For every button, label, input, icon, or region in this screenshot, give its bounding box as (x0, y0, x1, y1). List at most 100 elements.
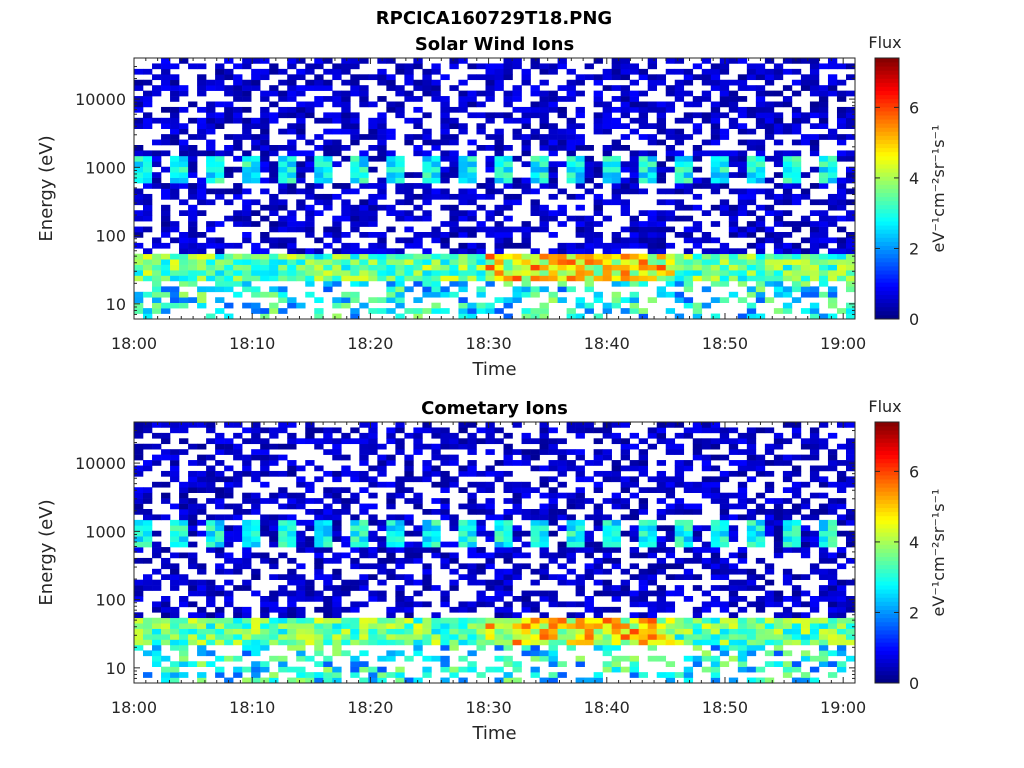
flux-cell (620, 438, 630, 445)
flux-cell (395, 639, 405, 646)
flux-cell (503, 574, 513, 580)
flux-cell (602, 177, 612, 184)
flux-cell (746, 449, 757, 455)
flux-cell (206, 438, 216, 445)
flux-cell (764, 427, 775, 434)
flux-cell (827, 623, 838, 629)
flux-cell (170, 677, 180, 684)
flux-cell (638, 503, 649, 510)
flux-cell (314, 519, 324, 526)
flux-cell (683, 432, 694, 439)
flux-cell (359, 183, 369, 189)
flux-cell (233, 655, 243, 662)
flux-cell (629, 63, 639, 70)
flux-cell (278, 177, 288, 184)
flux-cell (836, 590, 847, 597)
flux-cell (530, 438, 540, 445)
flux-cell (161, 557, 171, 564)
flux-cell (341, 432, 351, 439)
flux-cell (638, 226, 649, 233)
flux-cell (521, 264, 531, 271)
flux-cell (530, 286, 540, 293)
flux-cell (161, 639, 171, 646)
flux-cell (584, 677, 594, 684)
flux-cell (710, 628, 721, 635)
flux-cell (143, 210, 153, 216)
flux-cell (206, 264, 216, 271)
flux-cell (584, 188, 594, 195)
flux-cell (314, 199, 324, 206)
flux-cell (701, 58, 712, 64)
flux-cell (395, 672, 405, 678)
flux-cell (458, 226, 468, 233)
flux-cell (737, 487, 748, 493)
flux-cell (710, 438, 721, 445)
flux-cell (611, 661, 621, 667)
flux-cell (269, 112, 279, 119)
flux-cell (755, 150, 766, 157)
flux-cell (593, 617, 603, 624)
flux-cell (584, 226, 594, 233)
flux-cell (170, 253, 180, 260)
flux-cell (359, 438, 369, 445)
flux-cell (629, 476, 639, 483)
flux-cell (413, 79, 423, 86)
flux-cell (161, 58, 171, 64)
flux-cell (251, 139, 261, 146)
flux-cell (134, 193, 144, 200)
flux-cell (152, 177, 162, 184)
colorbar-segment (875, 62, 899, 67)
flux-cell (638, 454, 649, 461)
flux-cell (485, 530, 495, 537)
flux-cell (773, 242, 784, 249)
flux-cell (134, 68, 144, 75)
flux-cell (557, 204, 567, 211)
flux-cell (386, 275, 396, 282)
flux-cell (206, 199, 216, 206)
flux-cell (602, 547, 612, 553)
colorbar-segment (875, 119, 899, 124)
flux-cell (836, 270, 847, 276)
flux-cell (620, 487, 630, 493)
flux-cell (458, 123, 468, 129)
flux-cell (845, 514, 856, 521)
flux-cell (224, 253, 234, 260)
solar-wind-panel: 18:00 18:10 18:20 18:30 18:40 18:50 19:0010100… (36, 33, 948, 380)
flux-cell (350, 215, 360, 222)
flux-cell (413, 650, 423, 657)
flux-cell (197, 606, 207, 613)
flux-cell (359, 487, 369, 493)
flux-cell (530, 617, 540, 624)
flux-cell (422, 443, 432, 450)
flux-cell (449, 210, 459, 216)
flux-cell (674, 155, 685, 162)
flux-cell (530, 650, 540, 657)
flux-cell (755, 117, 766, 124)
flux-cell (593, 481, 603, 488)
flux-cell (170, 530, 180, 537)
flux-cell (827, 248, 838, 255)
flux-cell (287, 514, 297, 521)
flux-cell (647, 270, 658, 276)
flux-cell (530, 672, 540, 678)
flux-cell (593, 449, 603, 455)
flux-cell (458, 525, 468, 532)
flux-cell (305, 547, 315, 553)
flux-cell (836, 199, 847, 206)
flux-cell (764, 487, 775, 493)
flux-cell (557, 547, 567, 553)
flux-cell (539, 427, 549, 434)
flux-cell (143, 166, 153, 173)
flux-cell (503, 204, 513, 211)
flux-cell (710, 547, 721, 553)
flux-cell (638, 579, 649, 586)
flux-cell (764, 270, 775, 276)
flux-cell (773, 90, 784, 97)
flux-cell (566, 139, 576, 146)
flux-cell (539, 264, 549, 271)
flux-cell (404, 623, 414, 629)
flux-cell (224, 557, 234, 564)
flux-cell (674, 481, 685, 488)
flux-cell (494, 226, 504, 233)
flux-cell (611, 655, 621, 662)
